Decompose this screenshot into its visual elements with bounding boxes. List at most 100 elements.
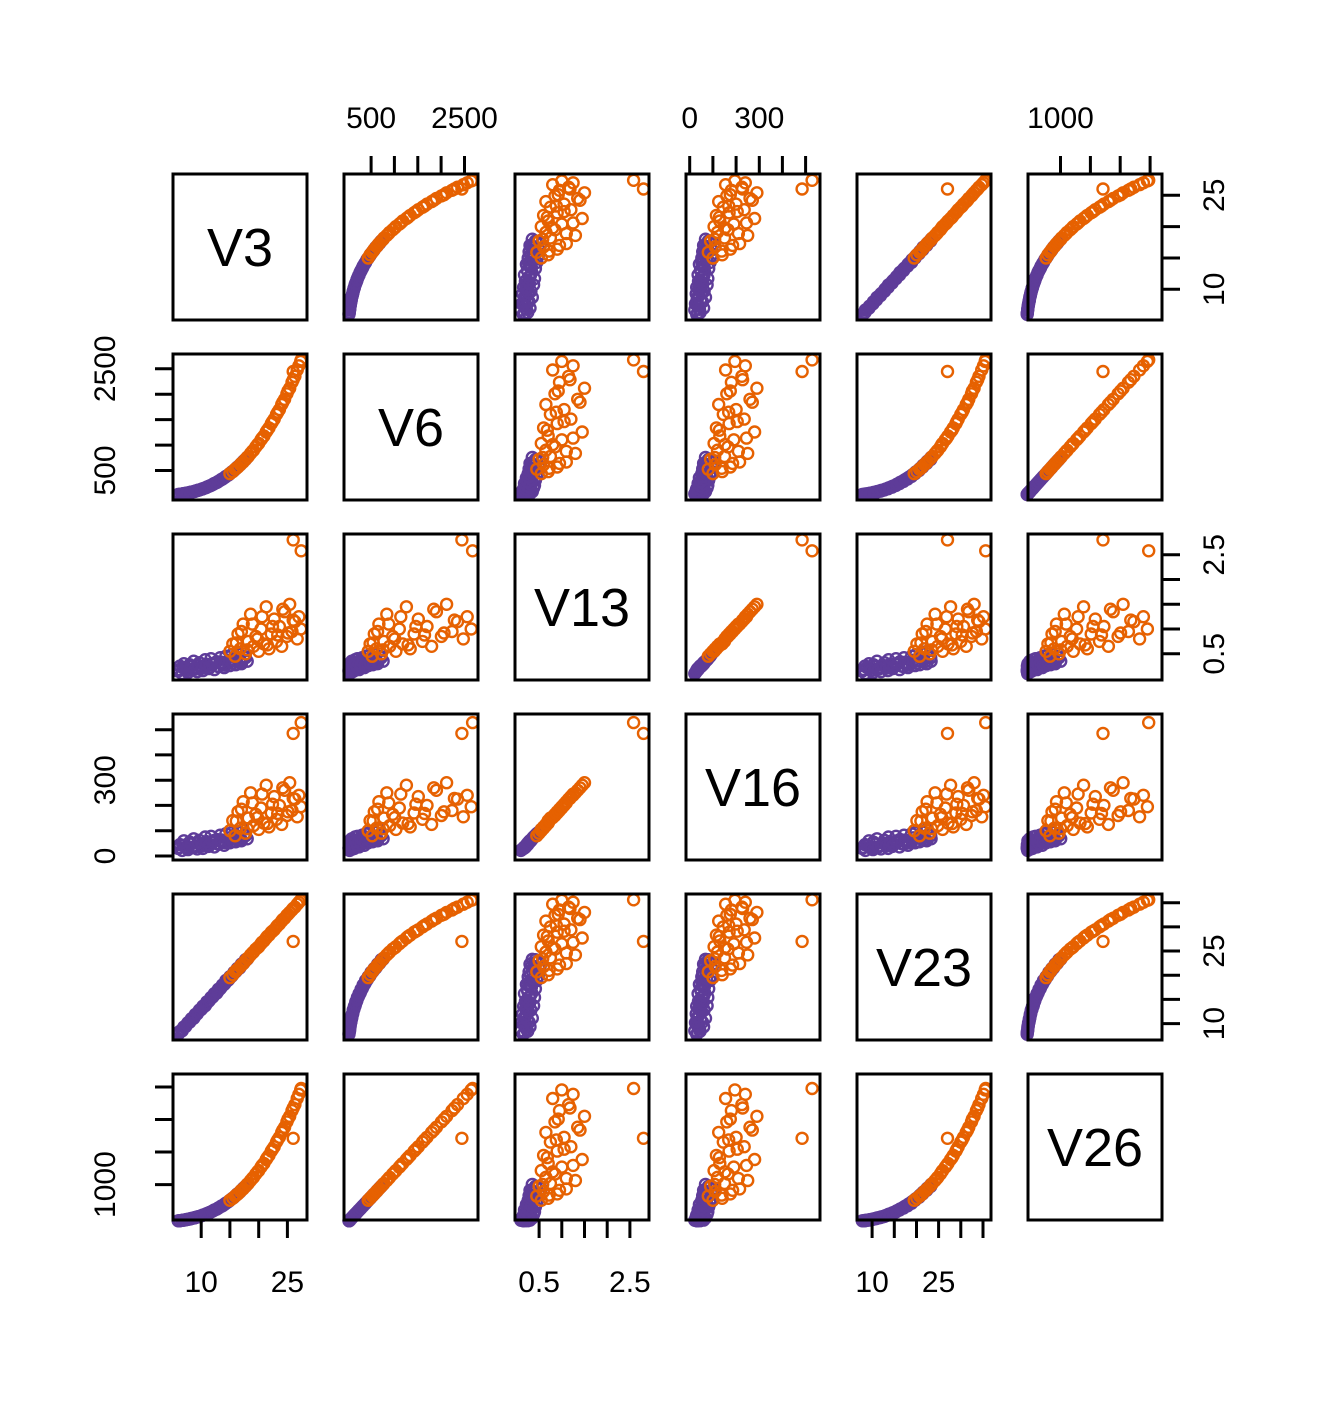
- data-point: [1094, 405, 1109, 419]
- data-point: [255, 787, 269, 801]
- panel-box: [513, 532, 651, 682]
- panel-box: [513, 1072, 651, 1222]
- data-point: [864, 663, 878, 678]
- data-point: [386, 629, 400, 644]
- data-point: [955, 1133, 969, 1147]
- data-point: [1121, 803, 1136, 818]
- data-point: [959, 639, 973, 653]
- data-point: [1124, 613, 1138, 627]
- data-point: [914, 814, 928, 828]
- cell-V6-V3: [171, 352, 309, 502]
- cell-V6-V26: [1020, 352, 1164, 502]
- data-point: [1141, 544, 1156, 558]
- data-point: [286, 1101, 300, 1115]
- data-point: [1106, 783, 1120, 797]
- data-point: [955, 405, 969, 419]
- data-point: [240, 822, 254, 836]
- data-point: [575, 1152, 589, 1167]
- data-point: [417, 806, 432, 821]
- data-point: [409, 1142, 423, 1156]
- data-point: [935, 810, 949, 825]
- data-point: [924, 643, 939, 657]
- data-point: [924, 822, 939, 836]
- data-point: [366, 814, 380, 828]
- data-point: [455, 726, 469, 741]
- panel-box: [1026, 352, 1164, 502]
- data-point: [712, 1150, 727, 1165]
- axis-tick-label: 25: [1198, 179, 1231, 212]
- data-point: [1059, 796, 1073, 810]
- data-point: [559, 1171, 573, 1186]
- data-point: [1049, 617, 1064, 631]
- data-point: [455, 934, 469, 949]
- data-point: [548, 1167, 562, 1181]
- data-point: [708, 1177, 722, 1192]
- data-point: [394, 787, 408, 801]
- data-point: [370, 802, 385, 816]
- data-point: [722, 405, 736, 419]
- data-point: [722, 1133, 736, 1147]
- data-point: [1106, 605, 1120, 619]
- data-point: [1113, 805, 1128, 819]
- panel-box: [342, 1072, 480, 1222]
- data-point: [919, 802, 933, 816]
- panel-box: [684, 352, 822, 502]
- data-point: [723, 187, 737, 202]
- data-point: [281, 384, 295, 398]
- data-point: [1113, 187, 1128, 202]
- data-point: [203, 660, 217, 674]
- data-point: [540, 423, 554, 437]
- data-point: [260, 816, 274, 831]
- data-point: [1103, 193, 1118, 208]
- data-point: [551, 805, 565, 819]
- data-point: [286, 1131, 300, 1146]
- data-point: [409, 619, 423, 634]
- data-point: [555, 354, 569, 369]
- cell-V13-V26: [1020, 532, 1164, 682]
- data-point: [895, 836, 909, 851]
- data-point: [460, 610, 474, 624]
- data-point: [940, 364, 955, 379]
- axis-tick-label: 500: [346, 102, 396, 135]
- cell-V16-V13: [513, 712, 651, 862]
- data-point: [245, 796, 260, 810]
- cell-V23-V13: [513, 892, 651, 1042]
- data-point: [715, 963, 729, 978]
- data-point: [417, 1133, 432, 1147]
- data-point: [1044, 814, 1058, 828]
- data-point: [940, 1131, 955, 1146]
- data-point: [735, 613, 750, 627]
- data-point: [887, 660, 901, 674]
- data-point: [564, 1139, 578, 1154]
- data-point: [573, 912, 587, 927]
- data-point: [563, 791, 577, 806]
- data-point: [521, 264, 535, 278]
- data-point: [715, 244, 729, 258]
- data-point: [575, 425, 589, 439]
- data-point: [566, 359, 580, 373]
- cell-V6-V13: [513, 352, 651, 502]
- group-orange: [361, 533, 480, 663]
- data-point: [895, 264, 909, 278]
- data-point: [429, 605, 444, 619]
- data-point: [394, 1158, 408, 1173]
- data-point: [731, 946, 746, 960]
- panel-box: [855, 532, 993, 682]
- data-point: [730, 414, 744, 429]
- data-point: [1078, 816, 1092, 831]
- data-point: [447, 182, 462, 196]
- group-orange: [701, 353, 819, 481]
- data-point: [411, 612, 425, 626]
- data-point: [745, 193, 759, 208]
- data-point: [728, 354, 742, 369]
- data-point: [286, 373, 300, 387]
- data-point: [960, 602, 975, 616]
- data-point: [568, 446, 583, 461]
- data-point: [429, 783, 444, 797]
- data-point: [1136, 610, 1151, 624]
- axis-bottom-V13: 0.5 2.5: [518, 1220, 651, 1299]
- data-point: [427, 602, 441, 616]
- data-point: [276, 1123, 290, 1137]
- data-point: [728, 1083, 742, 1097]
